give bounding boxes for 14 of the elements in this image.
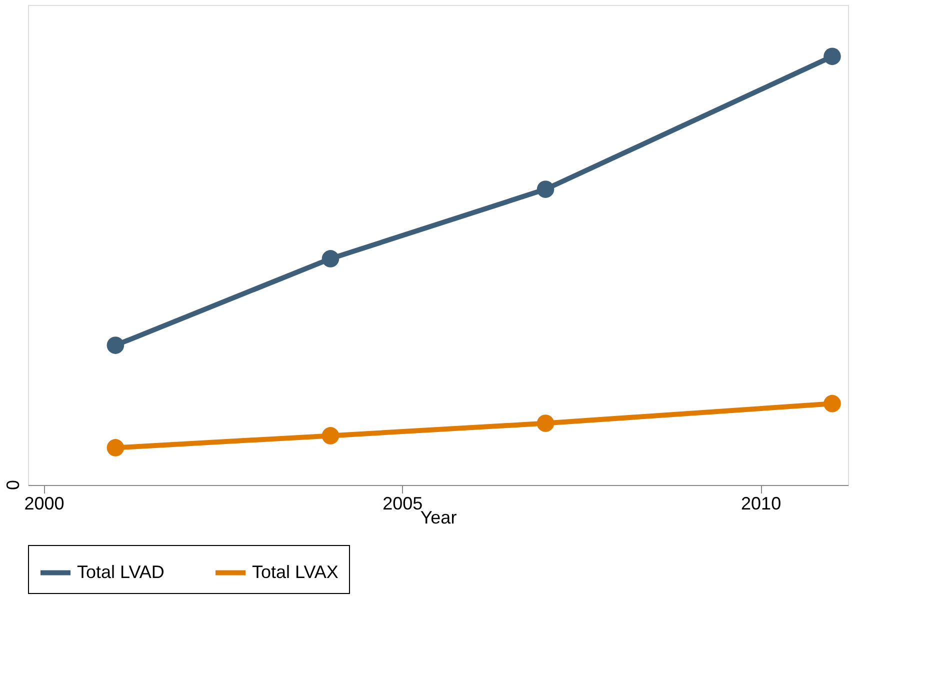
point xyxy=(536,414,554,432)
legend-label: Total LVAX xyxy=(252,562,338,582)
point xyxy=(106,439,124,456)
point xyxy=(322,250,340,268)
text: 0 xyxy=(3,480,23,490)
point xyxy=(824,394,841,412)
point xyxy=(322,427,340,444)
point xyxy=(536,180,554,198)
point xyxy=(824,48,841,66)
x-tick-label: 2010 xyxy=(741,494,782,514)
x-tick-label: 2000 xyxy=(24,494,64,514)
x-axis-title: Year xyxy=(420,508,457,528)
point xyxy=(106,336,124,354)
legend-label: Total LVAD xyxy=(77,562,164,582)
